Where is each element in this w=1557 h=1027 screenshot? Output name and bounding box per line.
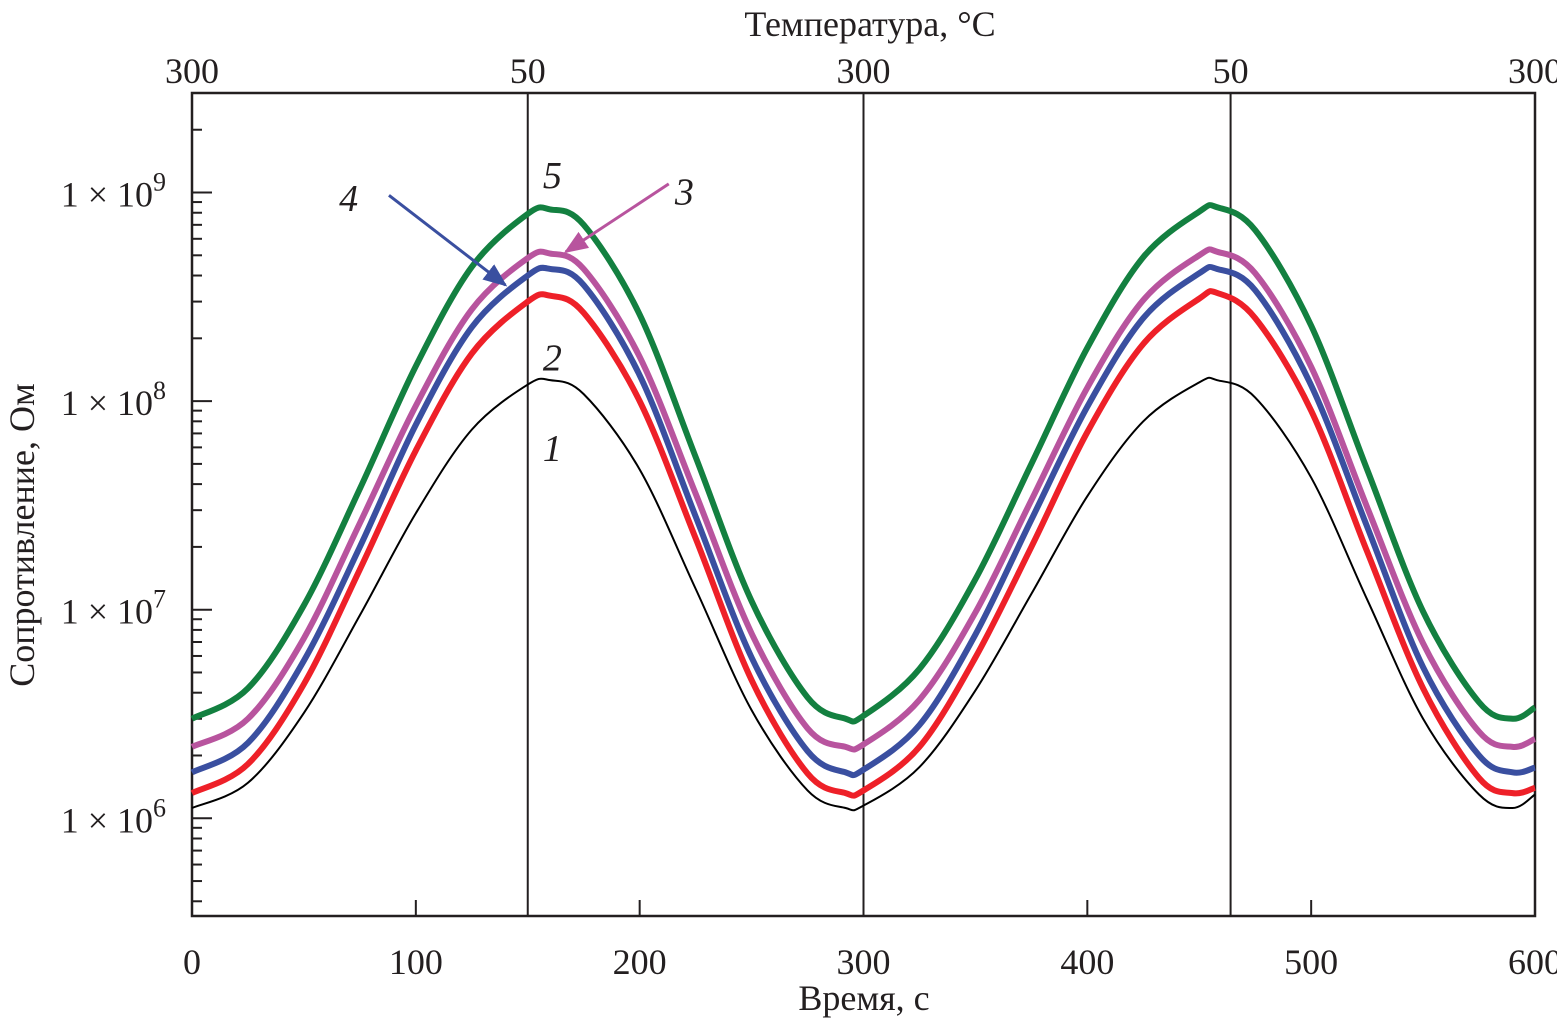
x-tick-label: 600: [1508, 942, 1557, 982]
series-line-5: [190, 202, 1537, 725]
y-tick-label: 1 × 106: [61, 793, 166, 840]
curve-label-1: 1: [543, 428, 562, 470]
y-tick-label: 1 × 108: [61, 376, 166, 423]
curve-label-4: 4: [339, 178, 358, 220]
y-tick-mantissa: 1 × 10: [61, 592, 153, 632]
y-tick-mantissa: 1 × 10: [61, 383, 153, 423]
x-tick-label: 200: [613, 942, 667, 982]
x-tick-label: 0: [183, 942, 201, 982]
top-tick-label: 300: [837, 51, 891, 91]
x-axis-label: Время, с: [798, 978, 929, 1018]
top-axis-label: Температура, °C: [744, 4, 995, 44]
curve-label-5: 5: [543, 155, 562, 197]
y-tick-exponent: 9: [153, 168, 166, 197]
y-tick-mantissa: 1 × 10: [61, 800, 153, 840]
top-tick-label: 50: [1213, 51, 1249, 91]
top-tick-label: 50: [510, 51, 546, 91]
top-tick-label: 300: [165, 51, 219, 91]
x-tick-label: 300: [837, 942, 891, 982]
y-tick-label: 1 × 109: [61, 168, 166, 215]
series-line-2: [190, 288, 1536, 799]
x-tick-label: 100: [389, 942, 443, 982]
top-tick-label: 300: [1508, 51, 1557, 91]
y-tick-mantissa: 1 × 10: [61, 175, 153, 215]
series-line-4: [190, 263, 1536, 779]
series-line-1: [191, 376, 1536, 812]
x-tick-label: 500: [1284, 942, 1338, 982]
series-line-3: [190, 246, 1537, 753]
curve-label-2: 2: [543, 338, 562, 380]
curve-label-3: 3: [674, 172, 694, 214]
y-tick-exponent: 6: [153, 793, 166, 822]
arrow-curve-3: [563, 182, 670, 254]
y-axis-label: Сопротивление, Ом: [2, 383, 42, 687]
x-tick-label: 400: [1060, 942, 1114, 982]
y-tick-label: 1 × 107: [61, 585, 166, 632]
y-tick-exponent: 8: [153, 376, 166, 405]
y-tick-exponent: 7: [153, 585, 166, 614]
arrow-curve-4: [388, 194, 508, 287]
